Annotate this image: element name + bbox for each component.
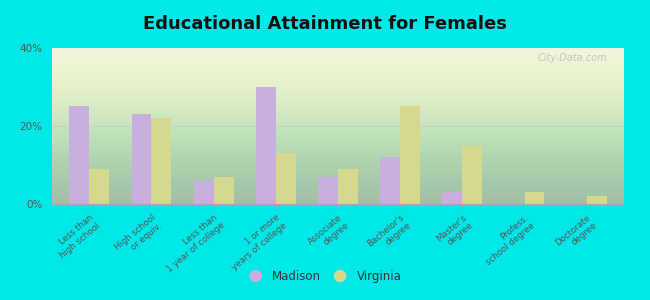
Bar	[151, 118, 172, 204]
Bar	[214, 177, 233, 204]
Bar	[131, 114, 151, 204]
Bar	[338, 169, 358, 204]
Text: City-Data.com: City-Data.com	[537, 53, 607, 63]
Legend: Madison, Virginia: Madison, Virginia	[244, 266, 406, 288]
Bar	[380, 157, 400, 204]
Bar	[194, 181, 214, 204]
Bar	[318, 177, 338, 204]
Bar	[89, 169, 109, 204]
Bar	[276, 153, 296, 204]
Bar	[400, 106, 420, 204]
Bar	[587, 196, 606, 204]
Bar	[525, 192, 545, 204]
Text: Educational Attainment for Females: Educational Attainment for Females	[143, 15, 507, 33]
Bar	[256, 87, 276, 204]
Bar	[443, 192, 462, 204]
Bar	[70, 106, 89, 204]
Bar	[462, 146, 482, 204]
